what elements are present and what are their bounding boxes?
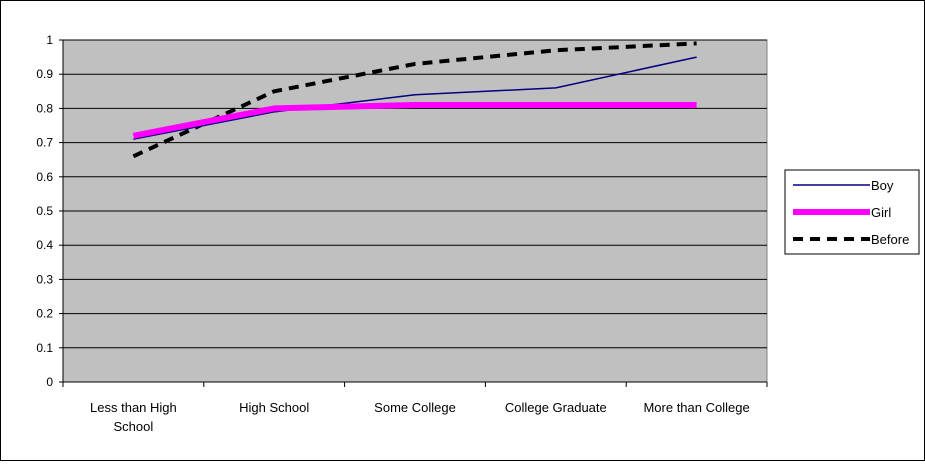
x-tick-label: High School xyxy=(239,400,309,415)
y-tick-label: 0.3 xyxy=(36,272,53,286)
x-tick-label-line: High School xyxy=(239,400,309,415)
y-tick-label: 0.7 xyxy=(36,136,53,150)
y-tick-label: 1 xyxy=(46,33,53,47)
x-tick-label-line: More than College xyxy=(643,400,749,415)
y-tick-label: 0.8 xyxy=(36,101,53,115)
x-tick-label: College Graduate xyxy=(505,400,607,415)
x-tick-label-line: Some College xyxy=(374,400,456,415)
legend-label: Girl xyxy=(871,205,891,220)
x-tick-label-line: School xyxy=(114,419,154,434)
legend: Boy Girl Before xyxy=(785,170,919,254)
y-tick-label: 0.1 xyxy=(36,341,53,355)
y-tick-label: 0.9 xyxy=(36,67,53,81)
x-tick-label-line: Less than High xyxy=(90,400,177,415)
y-tick-label: 0.5 xyxy=(36,204,53,218)
y-tick-label: 0.6 xyxy=(36,170,53,184)
x-tick-label: Some College xyxy=(374,400,456,415)
x-tick-label-line: College Graduate xyxy=(505,400,607,415)
y-tick-label: 0.2 xyxy=(36,307,53,321)
x-tick-label: More than College xyxy=(643,400,749,415)
legend-label: Before xyxy=(871,232,909,247)
y-tick-label: 0 xyxy=(46,375,53,389)
y-tick-label: 0.4 xyxy=(36,238,53,252)
legend-label: Boy xyxy=(871,178,894,193)
